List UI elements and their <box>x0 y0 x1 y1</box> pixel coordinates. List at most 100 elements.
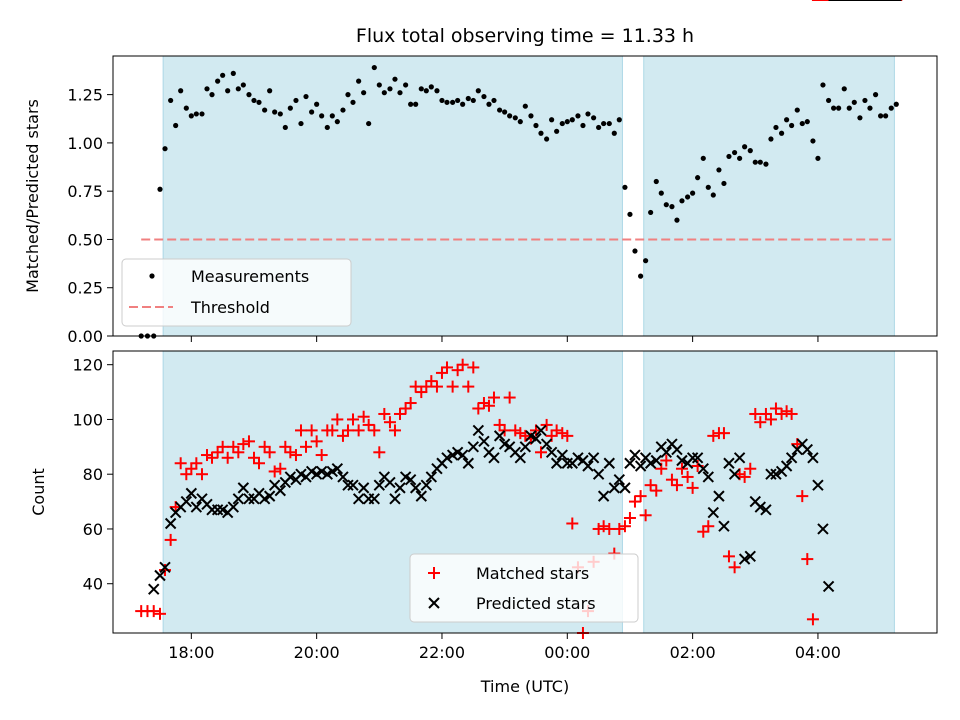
measurement-point <box>851 99 857 105</box>
measurement-point <box>685 194 691 200</box>
measurement-point <box>862 97 868 104</box>
predicted-star-point <box>697 463 709 475</box>
measurement-point <box>538 130 544 136</box>
measurement-point <box>277 111 283 117</box>
matched-star-point <box>147 605 160 618</box>
measurement-point <box>622 184 628 190</box>
matched-star-point <box>749 407 762 420</box>
measurement-point <box>183 105 189 111</box>
predicted-star-point <box>394 482 406 494</box>
predicted-star-point <box>373 479 386 491</box>
predicted-star-point <box>691 452 704 464</box>
predicted-star-point <box>148 583 160 595</box>
matched-star-point <box>665 473 678 486</box>
matched-star-point <box>378 407 391 420</box>
matched-star-point <box>232 446 245 459</box>
predicted-star-point <box>738 553 751 565</box>
measurement-point <box>857 115 863 121</box>
x-tick-label: 00:00 <box>544 643 590 662</box>
matched-star-point <box>253 457 266 470</box>
matched-star-point <box>681 470 694 483</box>
bottom-y-tick-label: 80 <box>83 465 103 484</box>
measurement-point <box>569 117 575 123</box>
measurement-point <box>230 70 236 76</box>
matched-star-point <box>451 364 464 377</box>
top-legend: Measurements Threshold <box>121 258 352 327</box>
matched-star-point <box>331 413 344 426</box>
predicted-star-point <box>337 471 349 483</box>
predicted-star-point <box>404 473 417 486</box>
matched-star-point <box>180 468 193 481</box>
bottom-y-tick-label: 60 <box>83 520 103 539</box>
top-y-tick-label: 1.25 <box>67 86 103 105</box>
predicted-star-point <box>488 452 500 464</box>
predicted-star-point <box>592 468 605 480</box>
measurement-point <box>418 86 424 92</box>
predicted-star-point <box>535 424 547 437</box>
matched-star-point <box>237 438 250 451</box>
matched-star-point <box>279 440 292 453</box>
measurement-point <box>679 198 685 204</box>
matched-star-point <box>618 520 631 533</box>
measurement-point <box>799 120 805 127</box>
matched-star-point <box>493 418 506 431</box>
predicted-star-point <box>676 454 688 467</box>
x-tick-label: 02:00 <box>670 643 716 662</box>
measurement-point <box>893 101 899 107</box>
measurement-point <box>878 113 884 119</box>
measurement-point <box>486 101 492 107</box>
predicted-star-point <box>284 471 297 483</box>
matched-star-point <box>299 440 312 453</box>
matched-star-point <box>603 522 616 535</box>
x-tick-label: 18:00 <box>168 643 214 662</box>
predicted-star-point <box>545 446 558 459</box>
measurement-point <box>732 149 738 156</box>
measurement-point <box>705 184 711 190</box>
predicted-star-point <box>785 452 798 464</box>
measurement-point <box>700 155 706 161</box>
predicted-star-point <box>180 495 193 508</box>
measurement-point <box>392 76 398 82</box>
measurement-point <box>554 128 560 134</box>
measurement-point <box>632 248 638 254</box>
matched-star-point <box>430 380 443 393</box>
matched-star-point <box>409 380 422 393</box>
matched-star-point <box>440 361 453 374</box>
measurement-point <box>763 161 769 167</box>
measurement-point <box>225 88 231 94</box>
matched-star-point <box>383 416 396 429</box>
measurement-point <box>481 93 487 100</box>
measurement-point <box>653 178 659 185</box>
measurement-point <box>434 88 440 94</box>
measurement-point <box>794 107 800 113</box>
measurement-point <box>789 122 795 129</box>
measurement-point <box>841 86 847 92</box>
matched-star-point <box>728 561 741 574</box>
predicted-star-point <box>425 471 438 483</box>
measurement-point <box>209 92 215 98</box>
matched-star-point <box>686 481 699 494</box>
observing-interval-2 <box>643 350 895 634</box>
predicted-star-point <box>462 457 474 469</box>
matched-star-point <box>738 470 751 483</box>
predicted-star-point <box>420 479 433 491</box>
matched-star-point <box>482 399 495 412</box>
legend-matched-label: Matched stars <box>476 564 589 583</box>
matched-star-point <box>556 427 569 440</box>
matched-star-point <box>164 533 177 546</box>
predicted-star-point <box>744 550 756 563</box>
measurement-point <box>564 119 570 125</box>
measurement-point <box>246 92 252 98</box>
predicted-star-point <box>629 449 641 461</box>
predicted-star-point <box>211 504 224 516</box>
matched-star-point <box>785 407 798 420</box>
predicted-star-point <box>227 501 240 513</box>
matched-star-point <box>216 440 229 453</box>
predicted-star-point <box>650 454 662 467</box>
measurement-point <box>450 99 456 105</box>
predicted-star-point <box>331 463 344 475</box>
matched-star-point <box>456 358 469 371</box>
matched-star-point <box>388 424 401 437</box>
matched-star-point <box>697 525 710 538</box>
measurement-point <box>319 113 325 119</box>
